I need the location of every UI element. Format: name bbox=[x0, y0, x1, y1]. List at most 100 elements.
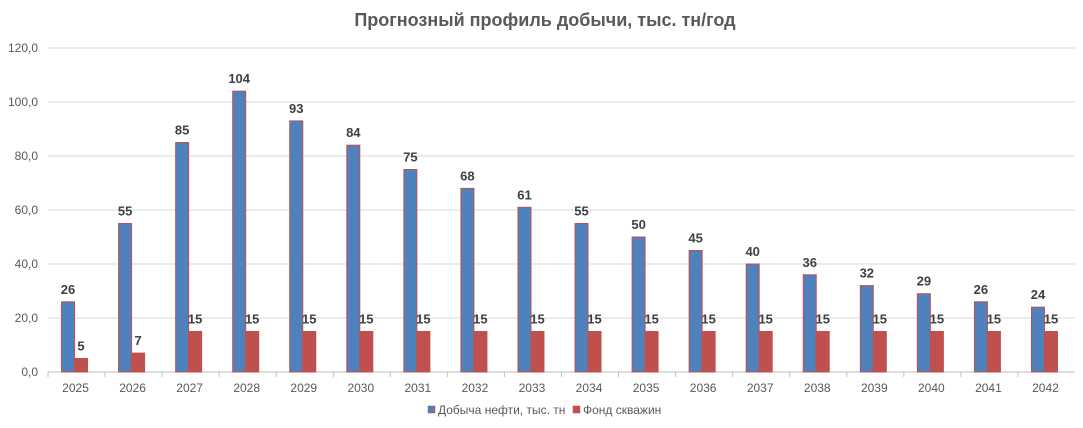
chart-title: Прогнозный профиль добычи, тыс. тн/год bbox=[354, 10, 736, 30]
data-label-well-stock: 15 bbox=[530, 312, 544, 327]
data-label-well-stock: 15 bbox=[701, 312, 715, 327]
data-labels: 2655578515104159315841575156815611555155… bbox=[61, 71, 1058, 353]
bar-oil-production bbox=[802, 274, 817, 373]
axes: 0,0 20,0 40,0 60,0 80,0 100,0 120,0 2025 2026 202… bbox=[8, 41, 1075, 395]
bar-oil-production bbox=[688, 250, 703, 373]
x-tick-label: 2037 bbox=[747, 381, 774, 395]
bar-oil-production bbox=[232, 90, 247, 373]
bar-well-stock bbox=[701, 331, 716, 373]
legend: Добыча нефти, тыс. тн Фонд скважин bbox=[427, 403, 661, 417]
y-tick-label: 120,0 bbox=[8, 41, 38, 55]
data-label-well-stock: 7 bbox=[134, 333, 141, 348]
bar-oil-production bbox=[460, 187, 475, 373]
bar-well-stock bbox=[245, 331, 260, 373]
legend-swatch bbox=[427, 405, 436, 414]
data-label-oil-production: 55 bbox=[574, 204, 588, 219]
x-tick-label: 2040 bbox=[918, 381, 945, 395]
data-label-oil-production: 84 bbox=[346, 125, 361, 140]
bar-well-stock bbox=[644, 331, 659, 373]
data-label-oil-production: 75 bbox=[403, 150, 417, 165]
bar-oil-production bbox=[1030, 306, 1045, 373]
data-label-oil-production: 24 bbox=[1031, 287, 1046, 302]
data-label-well-stock: 15 bbox=[245, 312, 259, 327]
y-tick-label: 0,0 bbox=[21, 365, 38, 379]
bar-well-stock bbox=[929, 331, 944, 373]
bar-well-stock bbox=[188, 331, 203, 373]
bar-oil-production bbox=[859, 285, 874, 373]
legend-label: Добыча нефти, тыс. тн bbox=[438, 403, 565, 417]
bar-well-stock bbox=[1043, 331, 1058, 373]
data-label-oil-production: 68 bbox=[460, 168, 474, 183]
data-label-oil-production: 36 bbox=[803, 255, 817, 270]
bar-oil-production bbox=[61, 301, 76, 373]
y-tick-label: 100,0 bbox=[8, 95, 38, 109]
bar-oil-production bbox=[745, 263, 760, 373]
x-tick-label: 2035 bbox=[633, 381, 660, 395]
x-tick-label: 2038 bbox=[804, 381, 831, 395]
data-label-oil-production: 45 bbox=[688, 231, 702, 246]
y-tick-label: 40,0 bbox=[15, 257, 39, 271]
legend-label: Фонд скважин bbox=[583, 403, 661, 417]
x-tick-label: 2042 bbox=[1032, 381, 1059, 395]
data-label-well-stock: 15 bbox=[644, 312, 658, 327]
x-tick-label: 2025 bbox=[62, 381, 89, 395]
data-label-well-stock: 15 bbox=[416, 312, 430, 327]
bar-well-stock bbox=[758, 331, 773, 373]
data-label-well-stock: 15 bbox=[1044, 312, 1058, 327]
bar-well-stock bbox=[359, 331, 374, 373]
y-tick-label: 80,0 bbox=[15, 149, 39, 163]
data-label-well-stock: 15 bbox=[302, 312, 316, 327]
data-label-oil-production: 85 bbox=[175, 123, 189, 138]
x-tick-label: 2041 bbox=[975, 381, 1002, 395]
legend-swatch bbox=[572, 405, 581, 414]
bar-oil-production bbox=[517, 206, 532, 373]
data-label-well-stock: 15 bbox=[816, 312, 830, 327]
bar-oil-production bbox=[289, 120, 304, 373]
x-tick-label: 2030 bbox=[347, 381, 374, 395]
x-tick-label: 2036 bbox=[690, 381, 717, 395]
data-label-oil-production: 40 bbox=[745, 244, 759, 259]
bars bbox=[61, 90, 1058, 373]
data-label-well-stock: 15 bbox=[359, 312, 373, 327]
y-tick-label: 20,0 bbox=[15, 311, 39, 325]
bar-oil-production bbox=[574, 223, 589, 373]
data-label-oil-production: 104 bbox=[228, 71, 250, 86]
x-tick-label: 2026 bbox=[119, 381, 146, 395]
bar-well-stock bbox=[530, 331, 545, 373]
data-label-well-stock: 15 bbox=[587, 312, 601, 327]
data-label-oil-production: 29 bbox=[917, 274, 931, 289]
bar-oil-production bbox=[973, 301, 988, 373]
bar-oil-production bbox=[118, 223, 133, 373]
bar-oil-production bbox=[631, 236, 646, 373]
x-tick-label: 2039 bbox=[861, 381, 888, 395]
data-label-oil-production: 50 bbox=[631, 217, 645, 232]
data-label-well-stock: 15 bbox=[758, 312, 772, 327]
data-label-well-stock: 15 bbox=[987, 312, 1001, 327]
bar-well-stock bbox=[815, 331, 830, 373]
bar-well-stock bbox=[131, 352, 146, 373]
data-label-oil-production: 32 bbox=[860, 266, 874, 281]
y-tick-label: 60,0 bbox=[15, 203, 39, 217]
bar-oil-production bbox=[346, 144, 361, 373]
data-label-well-stock: 5 bbox=[77, 339, 84, 354]
bar-oil-production bbox=[916, 293, 931, 373]
data-label-well-stock: 15 bbox=[473, 312, 487, 327]
bar-well-stock bbox=[587, 331, 602, 373]
bar-oil-production bbox=[175, 142, 190, 373]
x-tick-label: 2033 bbox=[519, 381, 546, 395]
data-label-oil-production: 93 bbox=[289, 101, 303, 116]
gridlines bbox=[48, 47, 1075, 319]
x-tick-label: 2031 bbox=[405, 381, 432, 395]
data-label-oil-production: 26 bbox=[974, 282, 988, 297]
data-label-well-stock: 15 bbox=[873, 312, 887, 327]
x-tick-label: 2029 bbox=[290, 381, 317, 395]
data-label-well-stock: 15 bbox=[188, 312, 202, 327]
data-label-oil-production: 26 bbox=[61, 282, 75, 297]
x-tick-label: 2034 bbox=[576, 381, 603, 395]
bar-well-stock bbox=[302, 331, 317, 373]
x-tick-label: 2028 bbox=[233, 381, 260, 395]
bar-well-stock bbox=[416, 331, 431, 373]
data-label-well-stock: 15 bbox=[930, 312, 944, 327]
